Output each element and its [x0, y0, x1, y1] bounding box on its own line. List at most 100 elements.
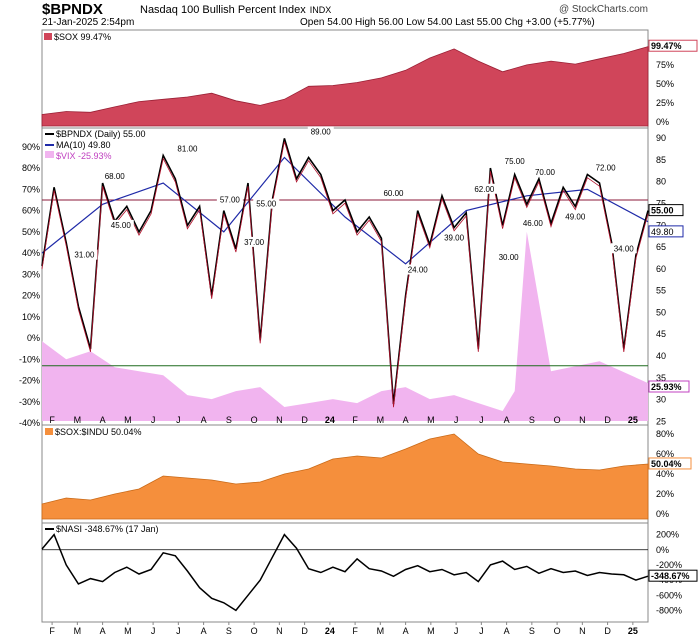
ytick-right-bp: 40: [656, 351, 666, 361]
ytick-sox: 0%: [656, 117, 669, 127]
ytick-right-bp: 35: [656, 373, 666, 383]
annotation-label: 57.00: [220, 195, 241, 204]
ytick-right-bp: 85: [656, 155, 666, 165]
xtick-bottom: N: [276, 626, 283, 636]
xtick-mid: 25: [628, 415, 638, 425]
last-label-box-bpndx: [648, 204, 684, 217]
xtick-mid: M: [124, 415, 132, 425]
annotation-box: [562, 211, 589, 222]
ytick-sox: 50%: [656, 79, 674, 89]
ohlc-values: Open 54.00 High 56.00 Low 54.00 Last 55.…: [300, 17, 595, 28]
xtick-bottom: D: [301, 626, 308, 636]
annotation-label: 45.00: [111, 221, 132, 230]
xtick-mid: A: [201, 415, 207, 425]
xtick-mid: S: [529, 415, 535, 425]
annotation-label: 62.00: [474, 185, 495, 194]
ytick-nasi: 200%: [656, 530, 679, 540]
xtick-mid: D: [604, 415, 611, 425]
last-label-bpndx: 55.00: [651, 206, 674, 216]
legend-ratio: $SOX:$INDU 50.04%: [55, 427, 142, 437]
ratio-area: [41, 433, 649, 520]
legend-bpndx: $BPNDX (Daily) 55.00: [56, 129, 146, 139]
xtick-bottom: M: [377, 626, 385, 636]
xtick-mid: A: [504, 415, 510, 425]
xtick-bottom: A: [100, 626, 106, 636]
ytick-left-bp: 80%: [22, 163, 40, 173]
annotation-label: 75.00: [505, 157, 526, 166]
xtick-bottom: J: [479, 626, 484, 636]
legend-nasi: $NASI -348.67% (17 Jan): [56, 524, 159, 534]
annotation-label: 34.00: [614, 244, 635, 253]
annotation-label: 60.00: [383, 189, 404, 198]
ytick-left-bp: 10%: [22, 312, 40, 322]
ytick-right-bp: 70: [656, 220, 666, 230]
ytick-nasi: -800%: [656, 605, 682, 615]
xtick-bottom: J: [176, 626, 181, 636]
ytick-right-bp: 50: [656, 307, 666, 317]
xtick-bottom: M: [74, 626, 82, 636]
index-name: Nasdaq 100 Bullish Percent Index: [140, 4, 306, 16]
annotation-box: [174, 143, 201, 154]
legend-vix: $VIX -25.93%: [56, 151, 112, 161]
xtick-bottom: J: [454, 626, 459, 636]
ytick-right-bp: 75: [656, 199, 666, 209]
annotation-box: [519, 217, 546, 228]
legend-swatch-sox: [44, 33, 52, 40]
last-label-box-sox: [648, 39, 698, 52]
legend-swatch-vix: [45, 151, 54, 158]
xtick-bottom: F: [49, 626, 55, 636]
annotation-label: 46.00: [523, 219, 544, 228]
ytick-right-bp: 45: [656, 329, 666, 339]
xtick-mid: F: [49, 415, 55, 425]
xtick-mid: J: [454, 415, 459, 425]
ytick-ratio: 80%: [656, 429, 674, 439]
ytick-right-bp: 55: [656, 286, 666, 296]
annotation-box: [441, 232, 468, 243]
annotation-box: [71, 249, 98, 260]
xtick-bottom: D: [604, 626, 611, 636]
annotation-label: 49.00: [565, 212, 586, 221]
sox-area: [41, 46, 649, 127]
ytick-left-bp: 50%: [22, 227, 40, 237]
ytick-ratio: 60%: [656, 449, 674, 459]
vix-area: [42, 231, 648, 421]
annotation-box: [495, 251, 522, 262]
xtick-bottom: S: [529, 626, 535, 636]
annotation-label: 31.00: [74, 251, 95, 260]
annotation-label: 72.00: [596, 164, 617, 173]
ytick-left-bp: 60%: [22, 206, 40, 216]
annotation-box: [107, 219, 134, 230]
ytick-right-bp: 30: [656, 395, 666, 405]
watermark: @ StockCharts.com: [558, 4, 648, 15]
last-label-ma: 49.80: [651, 227, 674, 237]
legend-sox: $SOX 99.47%: [54, 32, 111, 42]
annotation-box: [380, 188, 407, 198]
annotation-box: [307, 126, 334, 137]
bpndx-red-overlay: [41, 141, 649, 408]
xtick-mid: D: [301, 415, 308, 425]
xtick-mid: N: [579, 415, 586, 425]
annotation-box: [241, 236, 268, 247]
annotation-box: [404, 264, 431, 275]
xtick-bottom: A: [201, 626, 207, 636]
annotation-box: [531, 166, 558, 177]
ytick-right-bp: 65: [656, 242, 666, 252]
xtick-bottom: A: [504, 626, 510, 636]
last-label-box-ratio: [648, 457, 692, 470]
xtick-mid: M: [427, 415, 435, 425]
legend-ma: MA(10) 49.80: [56, 140, 111, 150]
annotation-box: [216, 194, 243, 205]
xtick-bottom: J: [151, 626, 156, 636]
exchange: INDX: [309, 5, 332, 15]
xtick-bottom: S: [226, 626, 232, 636]
legend-swatch-ratio: [45, 428, 53, 435]
ytick-left-bp: 70%: [22, 184, 40, 194]
ytick-left-bp: -10%: [19, 354, 40, 364]
last-label-nasi: -348.67%: [651, 571, 690, 581]
annotation-label: 89.00: [311, 127, 332, 136]
xtick-mid: M: [74, 415, 82, 425]
ytick-ratio: 0%: [656, 509, 669, 519]
ytick-nasi: -600%: [656, 590, 682, 600]
ytick-right-bp: 90: [656, 133, 666, 143]
